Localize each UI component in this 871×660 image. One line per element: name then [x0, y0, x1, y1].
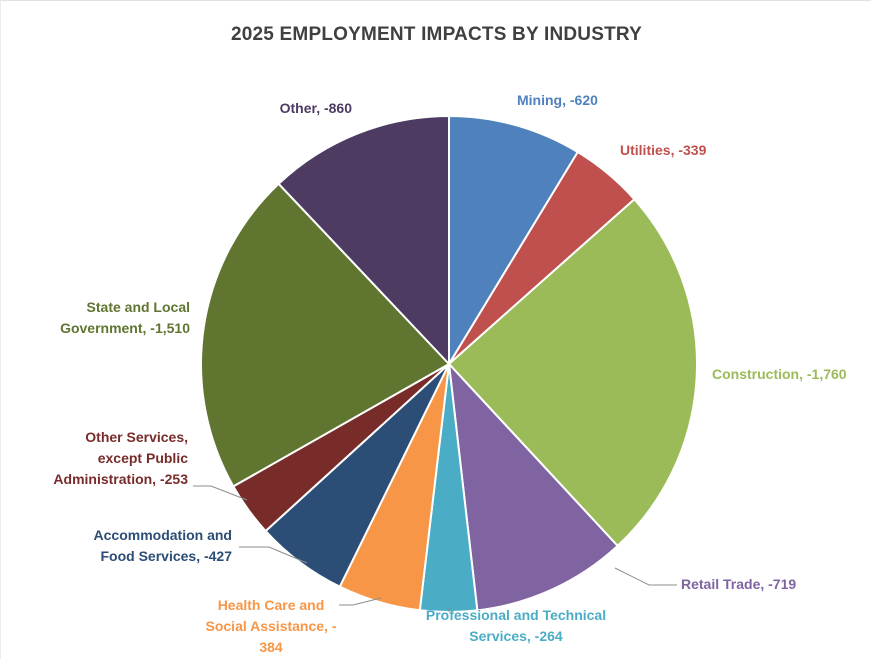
data-label-construction: Construction, -1,760	[712, 364, 847, 385]
data-label-mining: Mining, -620	[517, 90, 598, 111]
data-label-line: Mining, -620	[517, 92, 598, 108]
data-label-line: Retail Trade, -719	[681, 576, 797, 592]
data-label-line: Health Care and	[217, 597, 325, 613]
data-label-line: 384	[259, 639, 283, 655]
pie-slice-mining	[448, 115, 579, 365]
leader-line-health-care-and-social-assistance	[339, 597, 382, 606]
pie-slice-state-and-local-government	[200, 182, 450, 488]
data-label-utilities: Utilities, -339	[620, 140, 706, 161]
data-label-line: State and Local	[86, 299, 190, 315]
data-label-line: Accommodation and	[93, 527, 232, 543]
data-label-line: Other, -860	[279, 100, 352, 116]
pie-slice-construction	[448, 198, 698, 547]
leader-line-other-services-except-public-administration	[193, 485, 248, 501]
data-label-line: Utilities, -339	[620, 142, 707, 158]
data-label-professional-and-technical-services: Professional and Technical Services, -264	[426, 605, 606, 647]
data-label-line: Administration, -253	[53, 471, 188, 487]
pie-slice-other	[277, 115, 450, 365]
leader-line-retail-trade	[614, 567, 677, 586]
data-label-line: Food Services, -427	[100, 548, 232, 564]
data-label-line: Professional and Technical	[425, 607, 607, 623]
data-label-state-and-local-government: State and Local Government, -1,510	[60, 297, 190, 339]
data-label-line: Services, -264	[469, 628, 563, 644]
data-label-line: Social Assistance, -	[205, 618, 337, 634]
pie-slice-retail-trade	[448, 363, 619, 612]
data-label-line: Government, -1,510	[60, 320, 190, 336]
data-label-line: Construction, -1,760	[712, 366, 847, 382]
data-label-accommodation-and-food-services: Accommodation and Food Services, -427	[94, 525, 232, 567]
data-label-line: except Public	[97, 450, 188, 466]
leader-line-accommodation-and-food-services	[239, 546, 308, 564]
chart-title: 2025 EMPLOYMENT IMPACTS BY INDUSTRY	[231, 24, 642, 45]
data-label-retail-trade: Retail Trade, -719	[681, 574, 796, 595]
data-label-other: Other, -860	[280, 98, 352, 119]
data-label-line: Other Services,	[85, 429, 188, 445]
data-label-other-services-except-public-administration: Other Services, except Public Administrati…	[53, 427, 188, 490]
data-label-health-care-and-social-assistance: Health Care and Social Assistance, - 384	[206, 595, 337, 658]
